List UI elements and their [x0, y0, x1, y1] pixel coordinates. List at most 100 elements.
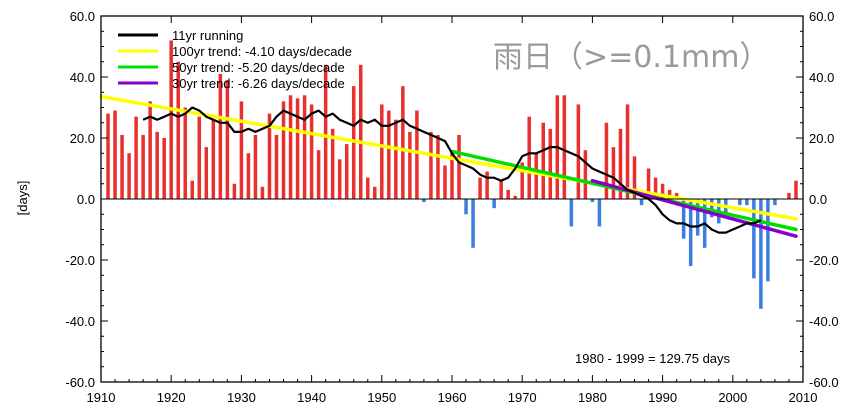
bar-1929: [232, 183, 237, 199]
trend-line-100yr: [99, 94, 798, 221]
bar-1974: [548, 128, 553, 199]
bar-1933: [260, 186, 265, 199]
bar-1981: [597, 199, 602, 227]
x-tick-label-1940: 1940: [297, 390, 326, 405]
climatology-annotation: 1980 - 1999 = 129.75 days: [575, 351, 731, 366]
bar-1978: [576, 104, 581, 199]
y-tick-label-right-0: 60.0: [809, 9, 834, 24]
legend-label-running: 11yr running: [172, 28, 243, 43]
legend-label-50yr: 50yr trend: -5.20 days/decade: [172, 60, 345, 75]
bar-1964: [478, 177, 482, 199]
bar-1986: [632, 156, 637, 199]
bars-layer: [106, 40, 798, 309]
x-tick-label-1980: 1980: [578, 390, 607, 405]
bar-1995: [695, 199, 700, 236]
bar-1955: [415, 110, 419, 199]
bar-2004: [759, 199, 763, 309]
bar-2003: [752, 199, 756, 279]
y-tick-label-right-5: -40.0: [809, 314, 839, 329]
bar-1915: [134, 116, 138, 199]
bar-1932: [253, 134, 258, 199]
bar-1948: [366, 177, 370, 199]
x-tick-label-1990: 1990: [648, 390, 677, 405]
bar-1944: [337, 159, 342, 199]
bar-1945: [344, 144, 349, 199]
bar-1922: [183, 107, 187, 199]
bar-1977: [569, 199, 574, 227]
bar-1976: [562, 95, 567, 199]
bar-2008: [787, 192, 791, 199]
bar-1934: [267, 113, 272, 199]
chart-title: 雨日（>=0.1mm）: [493, 40, 769, 75]
x-tick-label-2010: 2010: [789, 390, 818, 405]
bar-1993: [681, 199, 686, 239]
bar-1982: [604, 122, 609, 199]
bar-1940: [309, 104, 314, 199]
bar-1958: [436, 134, 440, 199]
bar-1992: [674, 192, 679, 199]
bar-1949: [373, 186, 377, 199]
bar-1972: [534, 153, 538, 199]
y-tick-label-right-1: 40.0: [809, 70, 834, 85]
y-tick-label-right-4: -20.0: [809, 253, 839, 268]
legend-label-30yr: 30yr trend: -6.26 days/decade: [172, 76, 345, 91]
bar-2005: [766, 199, 770, 282]
y-tick-label-left-5: -40.0: [65, 314, 95, 329]
y-tick-label-left-2: 20.0: [70, 131, 95, 146]
bar-1957: [429, 131, 433, 199]
bar-1919: [162, 138, 166, 199]
bar-1925: [204, 147, 209, 199]
bar-1961: [457, 134, 461, 199]
bar-1912: [113, 110, 117, 199]
bar-1924: [197, 116, 202, 199]
bar-1962: [464, 199, 468, 215]
y-axis-label: [days]: [15, 181, 30, 216]
bar-1990: [660, 183, 665, 199]
bar-1963: [471, 199, 475, 248]
bar-1939: [302, 95, 307, 199]
bar-1950: [380, 104, 384, 199]
bar-2009: [794, 180, 798, 199]
bar-1951: [387, 110, 391, 199]
bar-1917: [148, 101, 152, 199]
bar-1980: [590, 199, 595, 203]
bar-1914: [127, 153, 131, 199]
bar-1931: [246, 153, 251, 199]
bar-1983: [611, 147, 616, 199]
bar-1927: [218, 73, 223, 199]
bar-1930: [239, 101, 244, 199]
bar-1921: [176, 61, 180, 199]
y-tick-label-left-6: -60.0: [65, 375, 95, 390]
x-tick-label-1910: 1910: [87, 390, 116, 405]
x-tick-label-1920: 1920: [157, 390, 186, 405]
bar-1943: [330, 128, 335, 199]
bar-1954: [408, 131, 412, 199]
y-tick-label-right-2: 20.0: [809, 131, 834, 146]
bar-1997: [709, 199, 714, 218]
x-tick-label-2000: 2000: [718, 390, 747, 405]
bar-1966: [492, 199, 496, 209]
bar-1947: [358, 64, 363, 199]
bar-1920: [169, 40, 173, 200]
bar-1970: [520, 162, 524, 199]
y-tick-label-right-3: 0.0: [809, 192, 827, 207]
bar-1984: [618, 128, 623, 199]
bar-1918: [155, 131, 159, 199]
bar-1956: [422, 199, 426, 203]
legend-label-100yr: 100yr trend: -4.10 days/decade: [172, 44, 352, 59]
bar-1923: [190, 180, 195, 199]
x-tick-label-1970: 1970: [508, 390, 537, 405]
bar-1937: [288, 95, 293, 199]
bar-1960: [450, 153, 454, 199]
bar-1942: [323, 64, 328, 199]
bar-1936: [281, 101, 286, 199]
bar-1969: [513, 195, 517, 199]
bar-1988: [646, 168, 651, 199]
trend-line-30yr: [590, 178, 798, 238]
running-mean-line: [142, 106, 762, 234]
bar-1989: [653, 177, 658, 199]
y-tick-label-left-0: 60.0: [70, 9, 95, 24]
bar-1968: [506, 189, 510, 199]
bar-1928: [225, 80, 230, 199]
